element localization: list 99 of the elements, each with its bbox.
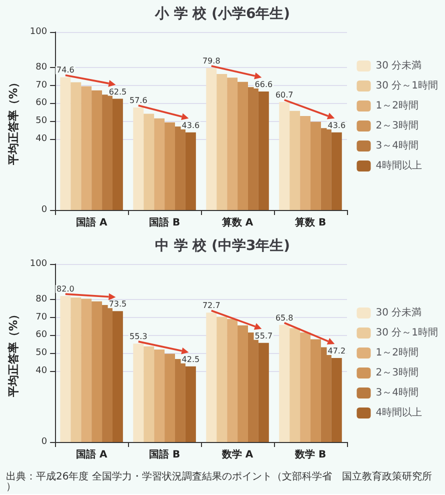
- x-tick-label: 国語 A: [76, 448, 108, 460]
- bar: [300, 116, 311, 210]
- y-tick-label: 70: [36, 80, 48, 90]
- bar: [154, 349, 165, 442]
- y-tick-label: 80: [36, 294, 48, 305]
- x-tick-label: 算数 B: [294, 216, 326, 228]
- bar: [310, 122, 321, 210]
- bar: [331, 358, 342, 442]
- bar: [92, 90, 102, 210]
- x-tick-label: 数学 A: [220, 448, 254, 460]
- data-label: 66.6: [254, 80, 273, 89]
- legend-label: 2～3時間: [376, 120, 418, 132]
- x-tick-label: 国語 A: [76, 216, 108, 228]
- legend-label: 30 分～1時間: [376, 80, 438, 92]
- bar: [290, 328, 300, 442]
- bar: [70, 297, 82, 442]
- chart-title: 小 学 校 (小学6年生): [154, 6, 290, 22]
- data-label: 57.6: [129, 96, 148, 105]
- bar: [216, 74, 228, 210]
- bar: [144, 114, 154, 210]
- y-tick-label: 70: [36, 312, 48, 322]
- bar: [331, 132, 342, 210]
- legend-label: 1～2時間: [376, 100, 418, 112]
- bar: [164, 122, 176, 210]
- legend-label: 4時間以上: [376, 160, 422, 172]
- bar: [112, 311, 123, 442]
- data-label: 55.3: [129, 332, 148, 342]
- bar: [133, 344, 144, 442]
- legend-label: 3～4時間: [376, 386, 418, 398]
- data-label: 82.0: [56, 284, 74, 294]
- bar: [258, 91, 269, 210]
- legend-label: 4時間以上: [376, 406, 422, 418]
- y-axis-title: 平均正答率（%）: [7, 308, 20, 398]
- bar: [279, 102, 290, 210]
- x-tick-label: 国語 B: [148, 216, 180, 228]
- bar: [81, 86, 92, 210]
- bar: [248, 87, 258, 210]
- y-tick-label: 50: [36, 348, 48, 358]
- bar: [60, 77, 71, 210]
- bar: [144, 346, 154, 442]
- legend-label: 2～3時間: [376, 366, 418, 378]
- bar: [310, 339, 321, 442]
- y-tick-label: 0: [41, 437, 48, 447]
- bar: [70, 82, 82, 210]
- x-tick-label: 数学 B: [294, 448, 326, 460]
- bar: [81, 298, 92, 442]
- bar: [185, 132, 196, 210]
- legend-label: 30 分未満: [376, 306, 422, 318]
- bar: [216, 316, 228, 442]
- data-label: 65.8: [275, 313, 294, 322]
- y-tick-label: 40: [36, 366, 48, 376]
- data-label: 74.6: [56, 66, 74, 75]
- bar: [175, 126, 186, 210]
- y-tick-label: 80: [36, 62, 48, 73]
- bar: [238, 82, 248, 210]
- bar: [112, 98, 123, 210]
- bar: [133, 107, 144, 210]
- data-label: 73.5: [108, 300, 127, 309]
- bar: [227, 78, 238, 210]
- bar: [227, 319, 238, 442]
- legend-label: 1～2時間: [376, 346, 418, 358]
- chart-title: 中 学 校 (中学3年生): [154, 238, 290, 254]
- y-tick-label: 40: [36, 134, 48, 144]
- data-label: 47.2: [328, 346, 346, 356]
- bar: [185, 366, 196, 442]
- x-tick-label: 国語 B: [148, 448, 180, 460]
- legend-label: 3～4時間: [376, 140, 418, 152]
- data-label: 79.8: [202, 56, 220, 66]
- y-tick-label: 60: [36, 330, 48, 340]
- bar: [206, 312, 217, 442]
- data-label: 72.7: [202, 301, 220, 310]
- bar: [320, 128, 332, 210]
- y-tick-label: 0: [41, 205, 48, 215]
- data-label: 60.7: [275, 90, 294, 100]
- y-axis-title: 平均正答率（%）: [7, 76, 20, 166]
- bar: [258, 342, 269, 442]
- legend-label: 30 分未満: [376, 60, 422, 72]
- bar: [279, 324, 290, 442]
- x-tick-label: 算数 A: [220, 216, 254, 228]
- bar: [164, 354, 176, 442]
- bar: [206, 68, 217, 210]
- bar: [300, 332, 311, 442]
- bar: [238, 325, 248, 442]
- y-tick-label: 100: [30, 27, 48, 37]
- bar: [290, 110, 300, 210]
- source-note: 出典：平成26年度 全国学力・学習状況調査結果のポイント（文部科学省 国立教育政策研究所）: [6, 470, 432, 492]
- bar: [60, 296, 71, 442]
- legend-label: 30 分～1時間: [376, 326, 438, 338]
- y-tick-label: 60: [36, 98, 48, 108]
- bar: [102, 94, 112, 210]
- bar: [154, 118, 165, 210]
- data-label: 42.5: [182, 354, 200, 364]
- data-label: 43.6: [328, 120, 346, 130]
- y-tick-label: 100: [30, 259, 48, 269]
- y-tick-label: 50: [36, 116, 48, 126]
- data-label: 62.5: [108, 87, 127, 96]
- bar: [92, 301, 102, 442]
- data-label: 43.6: [182, 120, 200, 130]
- data-label: 55.7: [254, 331, 273, 340]
